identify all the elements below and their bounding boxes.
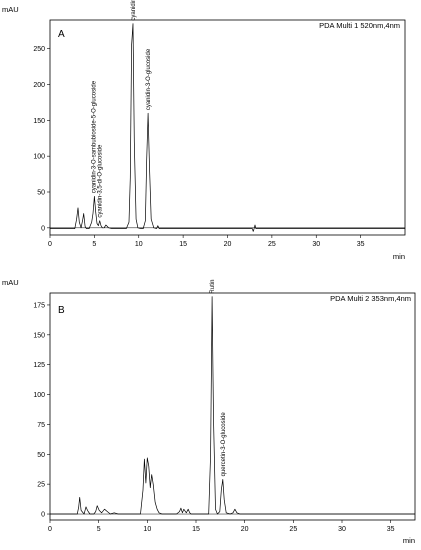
y-tick-label: 100 <box>33 154 45 161</box>
y-tick-label: 175 <box>33 302 45 309</box>
x-tick-label: 30 <box>338 526 346 533</box>
panel-b-letter: B <box>58 305 65 316</box>
x-tick-label: 10 <box>143 526 151 533</box>
panel-b-ylabel: mAU <box>2 278 19 287</box>
x-tick-label: 10 <box>135 241 143 248</box>
x-tick-label: 25 <box>289 526 297 533</box>
panel-b-trace <box>50 296 415 515</box>
peak-label: cyanidin-3-O-glucoside <box>146 48 152 110</box>
panel-b-y-axis: 0 25 50 75 100 125 150 175 <box>33 302 50 519</box>
panel-b-xlabel: min <box>403 536 415 545</box>
panel-b-peak-labels: Rutin quercetin-3-O-glucoside <box>210 280 227 477</box>
panel-b-plot-frame <box>49 292 416 521</box>
x-tick-label: 30 <box>312 241 320 248</box>
x-tick-label: 5 <box>92 241 96 248</box>
x-tick-label: 15 <box>179 241 187 248</box>
y-tick-label: 0 <box>41 225 45 232</box>
y-tick-label: 150 <box>33 332 45 339</box>
panel-a-detector-label: PDA Multi 1 520nm,4nm <box>319 21 400 30</box>
x-tick-label: 15 <box>192 526 200 533</box>
peak-label: cyanidin-3-O-sambubioside <box>131 0 137 21</box>
peak-label: cyanidin-3-O-sambubioside-5-O-glucoside <box>91 80 97 193</box>
x-tick-label: 35 <box>387 526 395 533</box>
y-tick-label: 75 <box>37 422 45 429</box>
y-tick-label: 125 <box>33 362 45 369</box>
panel-b-chart: mAU PDA Multi 2 353nm,4nm B 025507510012… <box>2 278 416 545</box>
panel-b-detector-label: PDA Multi 2 353nm,4nm <box>330 294 411 303</box>
peak-label: cyanidin-3,5-di-O-glucoside <box>98 144 104 218</box>
panel-a-peak-labels: cyanidin-3-O-sambubioside-5-O-glucoside c… <box>91 0 152 218</box>
panel-a-y-axis: 0 50 100 150 200 250 <box>33 46 50 232</box>
x-tick-label: 0 <box>48 241 52 248</box>
x-tick-label: 20 <box>224 241 232 248</box>
panel-a-trace <box>50 23 405 232</box>
panel-a-chart: mAU PDA Multi 1 520nm,4nm A 050100150200… <box>2 0 406 261</box>
x-tick-label: 35 <box>357 241 365 248</box>
panel-b-x-axis: 0 5 10 15 20 25 30 35 <box>48 520 395 533</box>
y-tick-label: 250 <box>33 46 45 53</box>
y-tick-label: 25 <box>37 482 45 489</box>
y-tick-label: 0 <box>41 512 45 519</box>
x-tick-label: 0 <box>48 526 52 533</box>
y-tick-label: 50 <box>37 190 45 197</box>
y-tick-label: 150 <box>33 118 45 125</box>
y-tick-label: 50 <box>37 452 45 459</box>
peak-label: quercetin-3-O-glucoside <box>221 412 227 477</box>
x-tick-label: 5 <box>97 526 101 533</box>
peak-label: Rutin <box>210 280 216 294</box>
x-tick-label: 20 <box>241 526 249 533</box>
panel-a-letter: A <box>58 29 65 40</box>
y-tick-label: 200 <box>33 82 45 89</box>
panel-a-x-axis: 0 5 10 15 20 25 30 35 <box>48 235 365 248</box>
panel-a-ylabel: mAU <box>2 5 19 14</box>
panel-a-xlabel: min <box>393 252 405 261</box>
x-tick-label: 25 <box>268 241 276 248</box>
y-tick-label: 100 <box>33 392 45 399</box>
